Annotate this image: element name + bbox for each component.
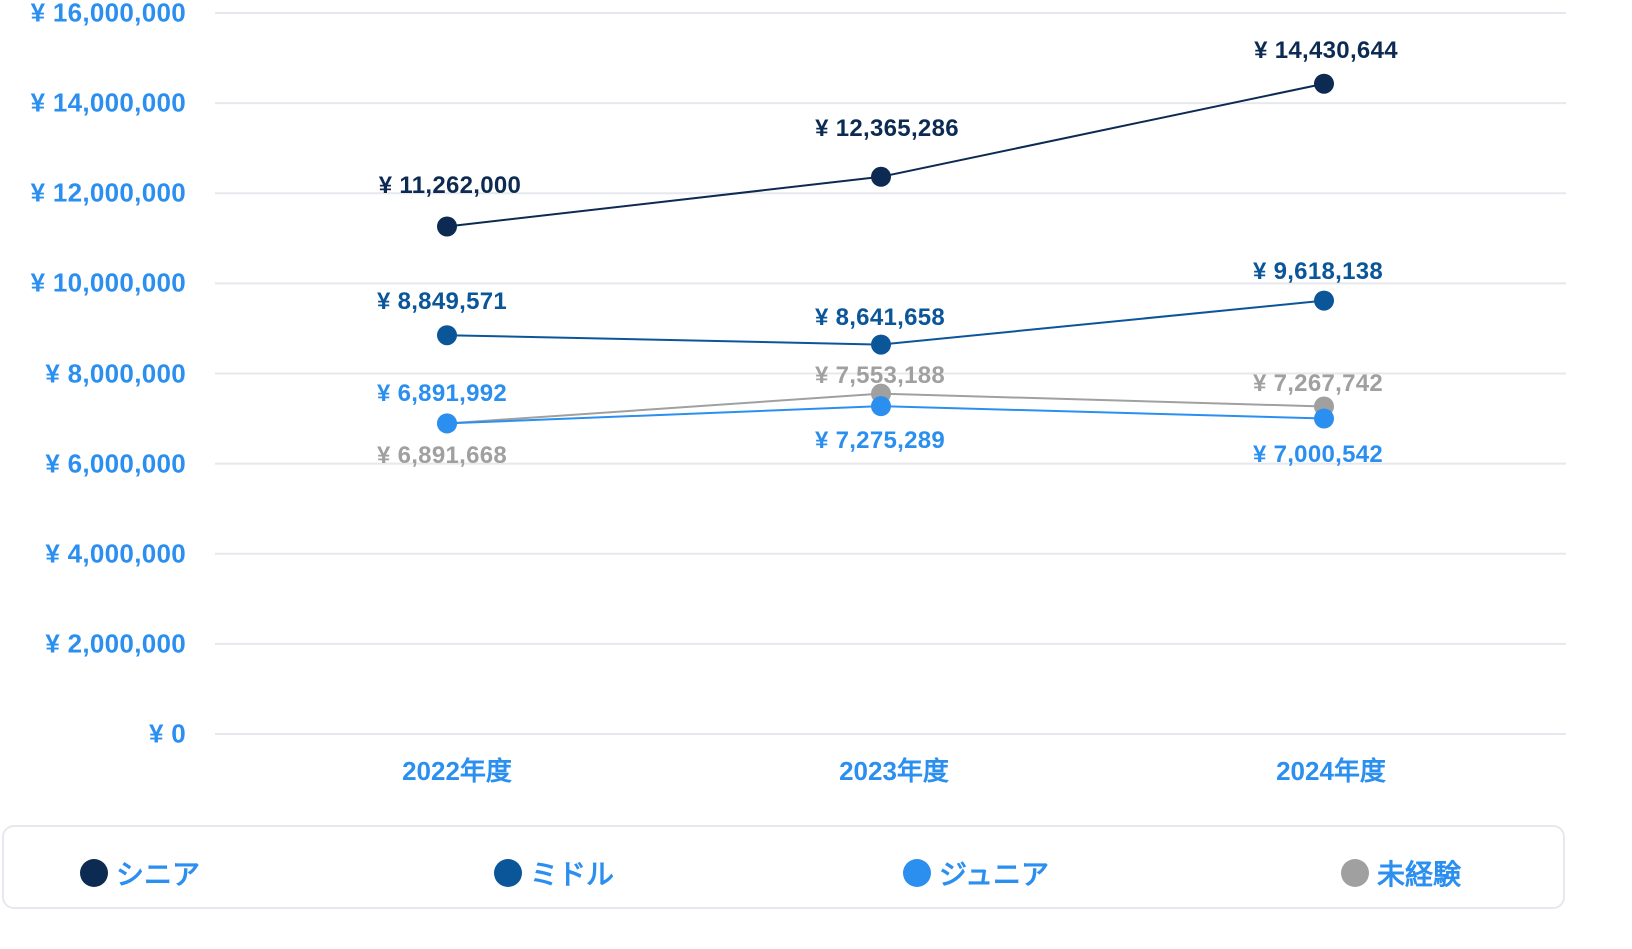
y-tick-label: ¥ 4,000,000 <box>45 538 186 569</box>
data-label: ¥ 7,000,542 <box>1252 441 1384 468</box>
data-point[interactable] <box>871 166 891 187</box>
y-tick-label: ¥ 2,000,000 <box>45 628 186 659</box>
data-label: ¥ 8,849,571 <box>376 288 508 315</box>
data-label: ¥ 14,430,644 <box>1254 37 1398 64</box>
data-label: ¥ 7,275,289 <box>814 427 946 454</box>
data-point[interactable] <box>1314 73 1334 94</box>
line-chart: ¥ 0 ¥ 2,000,000 ¥ 4,000,000 ¥ 6,000,000 ¥ 8,… <box>30 0 1566 786</box>
y-tick-label: ¥ 16,000,000 <box>30 0 186 28</box>
legend-dot-icon <box>903 859 931 887</box>
series-line <box>446 82 1325 228</box>
data-point[interactable] <box>871 334 891 355</box>
y-tick-label: ¥ 12,000,000 <box>30 177 186 208</box>
data-label: ¥ 6,891,992 <box>376 380 508 407</box>
data-label: ¥ 8,641,658 <box>814 304 946 331</box>
legend-item-junior[interactable]: ジュニア <box>903 853 1049 893</box>
y-tick-label: ¥ 6,000,000 <box>45 448 186 479</box>
x-tick-label: 2022年度 <box>402 756 512 786</box>
legend: シニア ミドル ジュニア 未経験 <box>2 825 1565 909</box>
legend-label: ジュニア <box>939 859 1050 890</box>
data-point[interactable] <box>437 216 457 237</box>
y-tick-label: ¥ 8,000,000 <box>45 358 186 388</box>
x-tick-label: 2023年度 <box>839 756 949 786</box>
data-point[interactable] <box>1314 290 1334 311</box>
data-point[interactable] <box>437 413 457 434</box>
x-tick-label: 2024年度 <box>1276 756 1386 786</box>
y-tick-label: ¥ 0 <box>148 718 186 749</box>
legend-item-inexperienced[interactable]: 未経験 <box>1341 853 1461 893</box>
legend-dot-icon <box>80 859 108 887</box>
data-point[interactable] <box>437 325 457 346</box>
y-tick-label: ¥ 14,000,000 <box>30 87 186 118</box>
legend-label: 未経験 <box>1377 859 1462 890</box>
y-tick-label: ¥ 10,000,000 <box>30 267 186 298</box>
data-label: ¥ 6,891,668 <box>376 442 508 469</box>
legend-dot-icon <box>1341 859 1369 887</box>
data-label: ¥ 7,553,188 <box>814 362 946 389</box>
plot-area <box>215 12 1566 735</box>
legend-item-senior[interactable]: シニア <box>80 853 200 893</box>
data-label: ¥ 9,618,138 <box>1252 258 1384 285</box>
data-point[interactable] <box>1314 408 1334 429</box>
legend-label: シニア <box>116 859 201 890</box>
data-label: ¥ 7,267,742 <box>1252 370 1384 397</box>
data-label: ¥ 12,365,286 <box>815 115 959 142</box>
legend-label: ミドル <box>530 859 615 890</box>
data-point[interactable] <box>871 396 891 417</box>
legend-dot-icon <box>494 859 522 887</box>
data-label: ¥ 11,262,000 <box>378 172 522 199</box>
legend-item-middle[interactable]: ミドル <box>494 853 614 893</box>
